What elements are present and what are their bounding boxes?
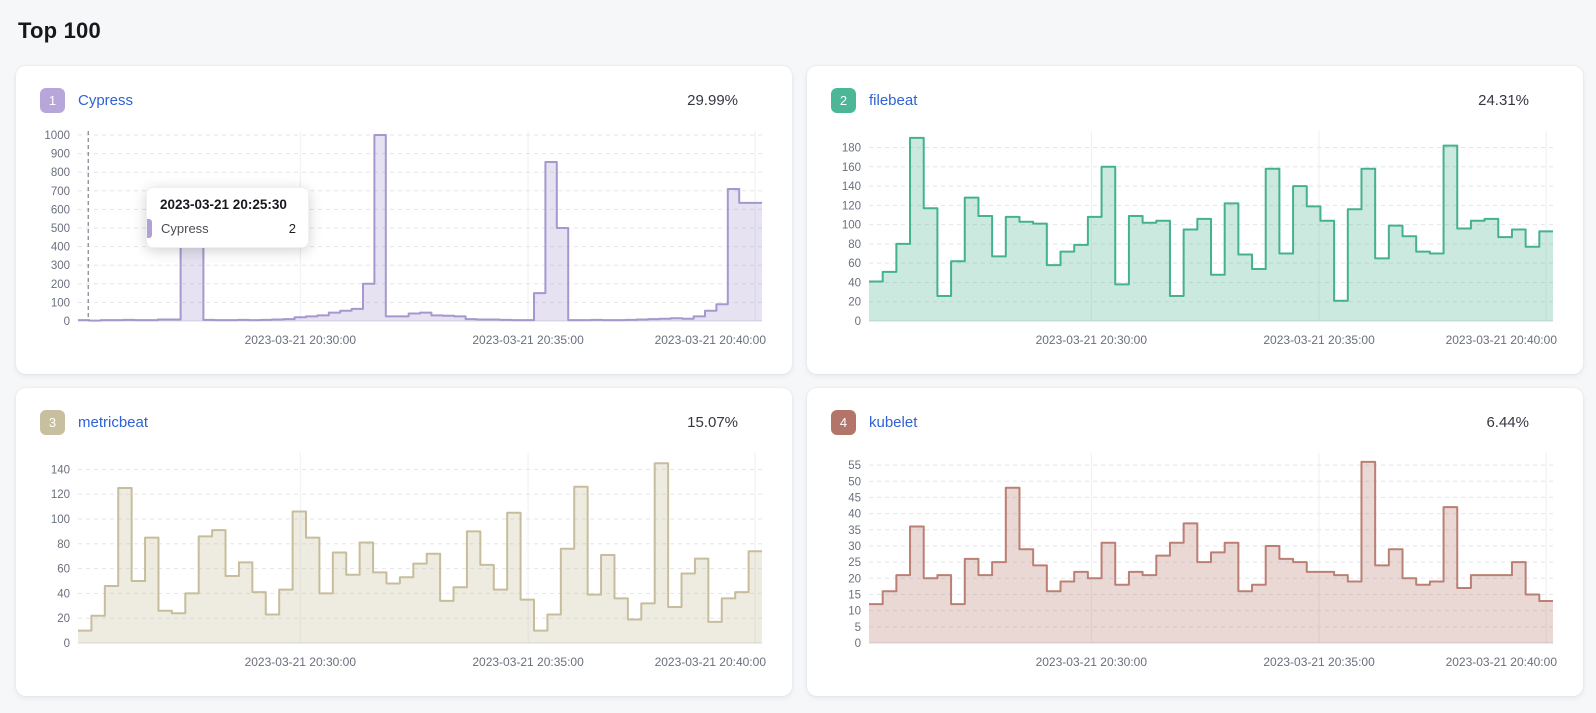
svg-text:500: 500	[51, 223, 70, 235]
svg-text:40: 40	[848, 509, 861, 521]
svg-text:35: 35	[848, 525, 861, 537]
charts-grid: 1 Cypress 29.99% 0 100 200 300 400 500 600 700 8…	[16, 66, 1583, 696]
svg-text:80: 80	[848, 239, 861, 251]
svg-text:55: 55	[848, 460, 861, 472]
svg-text:2023-03-21 20:35:00: 2023-03-21 20:35:00	[1263, 333, 1375, 347]
chart-card-filebeat: 2 filebeat 24.31% 0 20 40 60 80 100 120 140 160 1…	[807, 66, 1583, 374]
page-title: Top 100	[18, 18, 101, 43]
chart-card-kubelet: 4 kubelet 6.44% 0 5 10 15 20 25 30 35 40 45 50 55 20…	[807, 388, 1583, 696]
svg-text:120: 120	[51, 489, 70, 501]
step-area-chart[interactable]: 0 20 40 60 80 100 120 140 2023-03-21 20:30:00 202…	[34, 443, 774, 681]
svg-text:100: 100	[51, 297, 70, 309]
svg-text:100: 100	[842, 220, 861, 232]
svg-text:2023-03-21 20:30:00: 2023-03-21 20:30:00	[245, 655, 357, 669]
svg-text:0: 0	[855, 638, 861, 650]
svg-text:10: 10	[848, 606, 861, 618]
svg-text:600: 600	[51, 204, 70, 216]
svg-text:2023-03-21 20:40:00: 2023-03-21 20:40:00	[1446, 333, 1558, 347]
svg-text:300: 300	[51, 260, 70, 272]
chart-tooltip: 2023-03-21 20:25:30 Cypress 2	[146, 187, 309, 248]
svg-text:140: 140	[51, 464, 70, 476]
svg-text:2023-03-21 20:30:00: 2023-03-21 20:30:00	[245, 333, 357, 347]
svg-text:60: 60	[848, 258, 861, 270]
svg-text:15: 15	[848, 589, 861, 601]
svg-text:20: 20	[848, 297, 861, 309]
series-link-cypress[interactable]: Cypress	[78, 92, 134, 109]
card-header: 1 Cypress 29.99%	[34, 80, 774, 119]
chart-area: 0 20 40 60 80 100 120 140 2023-03-21 20:30:00 202…	[34, 443, 774, 681]
svg-text:140: 140	[842, 181, 861, 193]
svg-text:80: 80	[57, 539, 70, 551]
svg-text:700: 700	[51, 186, 70, 198]
svg-text:1000: 1000	[44, 130, 70, 142]
svg-text:200: 200	[51, 279, 70, 291]
chart-card-metricbeat: 3 metricbeat 15.07% 0 20 40 60 80 100 120 140 20…	[16, 388, 792, 696]
card-header: 2 filebeat 24.31%	[825, 80, 1565, 119]
step-area-chart[interactable]: 0 20 40 60 80 100 120 140 160 180 2023-03-21 20:30…	[825, 121, 1565, 359]
series-link-filebeat[interactable]: filebeat	[869, 92, 918, 109]
tooltip-row: Cypress 2	[147, 219, 296, 238]
rank-badge: 4	[831, 410, 856, 435]
svg-text:45: 45	[848, 492, 861, 504]
svg-text:120: 120	[842, 200, 861, 212]
rank-badge: 1	[40, 88, 65, 113]
svg-text:2023-03-21 20:30:00: 2023-03-21 20:30:00	[1036, 655, 1148, 669]
svg-text:800: 800	[51, 167, 70, 179]
chart-area: 0 20 40 60 80 100 120 140 160 180 2023-03-21 20:30…	[825, 121, 1565, 359]
svg-text:20: 20	[57, 613, 70, 625]
chart-card-cypress: 1 Cypress 29.99% 0 100 200 300 400 500 600 700 8…	[16, 66, 792, 374]
svg-text:40: 40	[848, 277, 861, 289]
svg-text:30: 30	[848, 541, 861, 553]
svg-text:0: 0	[64, 316, 70, 328]
series-link-metricbeat[interactable]: metricbeat	[78, 414, 149, 431]
chart-area: 0 100 200 300 400 500 600 700 800 900 1000 2023-03-…	[34, 121, 774, 359]
svg-text:60: 60	[57, 564, 70, 576]
svg-text:160: 160	[842, 162, 861, 174]
svg-text:400: 400	[51, 242, 70, 254]
series-marker-icon	[147, 219, 152, 238]
svg-text:180: 180	[842, 143, 861, 155]
svg-text:2023-03-21 20:40:00: 2023-03-21 20:40:00	[655, 333, 767, 347]
svg-text:0: 0	[64, 638, 70, 650]
tooltip-timestamp: 2023-03-21 20:25:30	[160, 197, 287, 212]
step-area-chart[interactable]: 0 5 10 15 20 25 30 35 40 45 50 55 2023-03-21 20:30:0…	[825, 443, 1565, 681]
svg-text:50: 50	[848, 476, 861, 488]
svg-text:2023-03-21 20:35:00: 2023-03-21 20:35:00	[472, 655, 584, 669]
svg-text:100: 100	[51, 514, 70, 526]
svg-text:20: 20	[848, 573, 861, 585]
chart-area: 0 5 10 15 20 25 30 35 40 45 50 55 2023-03-21 20:30:0…	[825, 443, 1565, 681]
svg-text:2023-03-21 20:30:00: 2023-03-21 20:30:00	[1036, 333, 1148, 347]
svg-text:900: 900	[51, 149, 70, 161]
svg-text:2023-03-21 20:35:00: 2023-03-21 20:35:00	[1263, 655, 1375, 669]
percent-value: 29.99%	[687, 92, 738, 109]
rank-badge: 2	[831, 88, 856, 113]
svg-text:40: 40	[57, 588, 70, 600]
svg-text:0: 0	[855, 316, 861, 328]
step-area-chart[interactable]: 0 100 200 300 400 500 600 700 800 900 1000 2023-03-…	[34, 121, 774, 359]
svg-text:2023-03-21 20:40:00: 2023-03-21 20:40:00	[1446, 655, 1558, 669]
card-header: 4 kubelet 6.44%	[825, 402, 1565, 441]
percent-value: 6.44%	[1486, 414, 1529, 431]
svg-text:2023-03-21 20:35:00: 2023-03-21 20:35:00	[472, 333, 584, 347]
tooltip-value: 2	[288, 221, 296, 236]
series-link-kubelet[interactable]: kubelet	[869, 414, 918, 431]
percent-value: 24.31%	[1478, 92, 1529, 109]
percent-value: 15.07%	[687, 414, 738, 431]
svg-text:25: 25	[848, 557, 861, 569]
svg-text:2023-03-21 20:40:00: 2023-03-21 20:40:00	[655, 655, 767, 669]
tooltip-series-name: Cypress	[161, 221, 209, 236]
rank-badge: 3	[40, 410, 65, 435]
card-header: 3 metricbeat 15.07%	[34, 402, 774, 441]
svg-text:5: 5	[855, 622, 861, 634]
